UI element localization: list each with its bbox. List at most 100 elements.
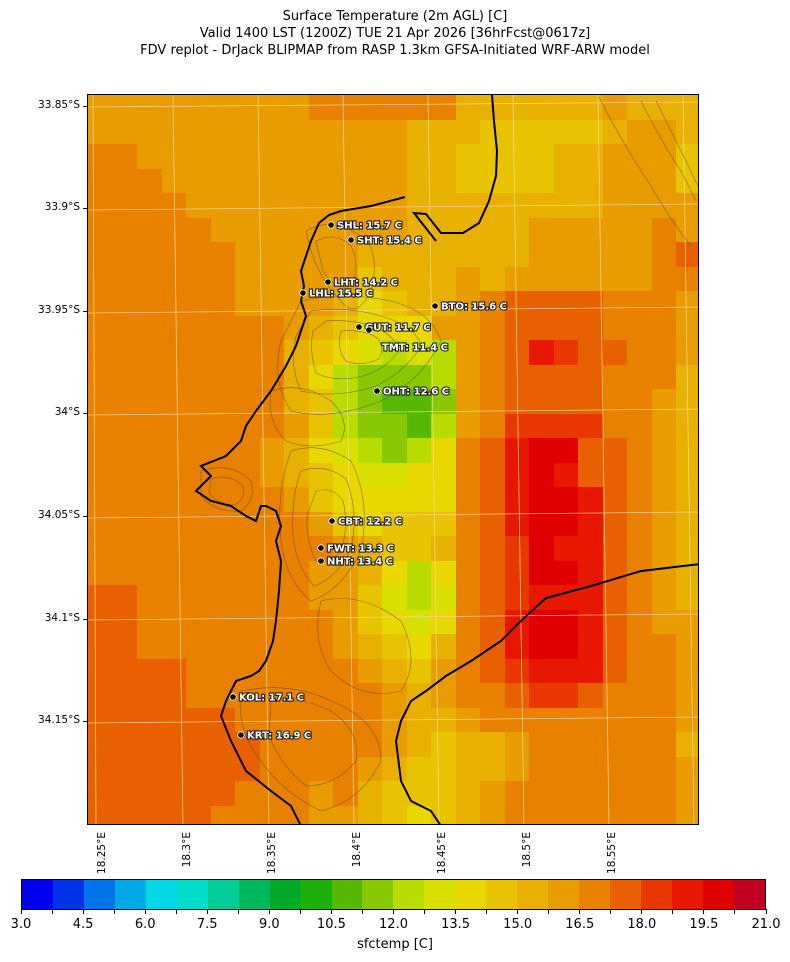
grid-cell — [88, 732, 114, 758]
grid-cell — [259, 805, 285, 824]
station-marker-icon — [347, 236, 355, 244]
grid-cell — [235, 487, 261, 513]
grid-cell — [627, 634, 653, 660]
grid-cell — [480, 438, 506, 464]
grid-cell — [308, 119, 334, 145]
grid-cell — [480, 536, 506, 562]
grid-cell — [406, 340, 432, 366]
grid-cell — [578, 634, 604, 660]
grid-cell — [259, 683, 285, 709]
grid-cell — [137, 95, 163, 121]
colorbar-tick — [113, 909, 115, 914]
grid-cell — [88, 340, 114, 366]
grid-cell — [602, 756, 628, 782]
grid-cell — [676, 756, 698, 782]
grid-cell — [137, 511, 163, 537]
grid-cell — [455, 291, 481, 317]
grid-cell — [529, 707, 555, 733]
grid-cell — [235, 634, 261, 660]
grid-cell — [308, 585, 334, 611]
grid-cell — [333, 95, 359, 121]
grid-cell — [284, 168, 310, 194]
grid-cell — [406, 732, 432, 758]
grid-cell — [480, 732, 506, 758]
grid-cell — [235, 413, 261, 439]
grid-cell — [333, 487, 359, 513]
grid-cell — [578, 315, 604, 341]
grid-cell — [553, 95, 579, 121]
grid-cell — [455, 242, 481, 268]
grid-cell — [112, 658, 138, 684]
colorbar-tick-label: 19.5 — [689, 917, 719, 932]
grid-cell — [553, 634, 579, 660]
grid-cell — [284, 144, 310, 170]
colorbar-tick — [517, 909, 519, 914]
grid-cell — [480, 609, 506, 635]
longitude-label: 18.4°E — [351, 832, 363, 868]
grid-cell — [284, 732, 310, 758]
station-label: OHT: 12.6 C — [383, 387, 449, 398]
grid-cell — [137, 634, 163, 660]
grid-cell — [308, 634, 334, 660]
grid-cell — [627, 707, 653, 733]
grid-cell — [382, 658, 408, 684]
station-tmt: TMT: 11.4 C — [381, 341, 449, 354]
grid-cell — [382, 462, 408, 488]
grid-cell — [651, 658, 677, 684]
grid-cell — [284, 585, 310, 611]
grid-cell — [553, 756, 579, 782]
grid-cell — [602, 193, 628, 219]
grid-cell — [627, 805, 653, 824]
longitude-label: 18.55°E — [606, 832, 618, 874]
temperature-map[interactable]: SHL: 15.7 C SHT: 15.4 C LHT: 14.2 C LHL: 15… — [87, 94, 699, 825]
grid-cell — [210, 487, 236, 513]
latitude-label: 34.05°S — [38, 509, 80, 521]
grid-cell — [602, 168, 628, 194]
grid-cell — [455, 536, 481, 562]
grid-cell — [112, 144, 138, 170]
station-marker-icon — [317, 557, 325, 565]
grid-cell — [455, 756, 481, 782]
grid-cell — [284, 805, 310, 824]
grid-cell — [235, 781, 261, 807]
grid-cell — [382, 340, 408, 366]
grid-cell — [186, 462, 212, 488]
grid-cell — [504, 266, 530, 292]
grid-cell — [602, 438, 628, 464]
grid-cell — [235, 364, 261, 390]
station-marker-icon — [373, 387, 381, 395]
grid-cell — [357, 413, 383, 439]
grid-cell — [137, 266, 163, 292]
grid-cell — [88, 756, 114, 782]
grid-cell — [210, 193, 236, 219]
grid-cell — [186, 95, 212, 121]
grid-cell — [88, 168, 114, 194]
grid-cell — [676, 217, 698, 243]
grid-cell — [382, 168, 408, 194]
grid-cell — [529, 242, 555, 268]
grid-cell — [529, 291, 555, 317]
y-tick — [83, 619, 87, 620]
grid-cell — [382, 95, 408, 121]
grid-cell — [210, 585, 236, 611]
grid-cell — [676, 438, 698, 464]
coastline — [194, 95, 698, 824]
grid-cell — [602, 315, 628, 341]
y-tick — [83, 208, 87, 209]
colorbar-tick-label: 7.5 — [196, 917, 218, 932]
grid-cell — [88, 291, 114, 317]
grid-cell — [627, 413, 653, 439]
latitude-label: 33.9°S — [44, 201, 80, 213]
grid-cell — [602, 609, 628, 635]
grid-cell — [259, 119, 285, 145]
grid-cell — [357, 438, 383, 464]
station-fwt: FWT: 13.3 C — [317, 542, 395, 556]
station-cbt: CBT: 12.2 C — [328, 515, 403, 529]
grid-cell — [186, 536, 212, 562]
grid-cell — [406, 609, 432, 635]
grid-cell — [455, 781, 481, 807]
grid-cell — [529, 756, 555, 782]
grid-cell — [382, 364, 408, 390]
colorbar-tick — [206, 909, 208, 914]
grid-cell — [161, 462, 187, 488]
